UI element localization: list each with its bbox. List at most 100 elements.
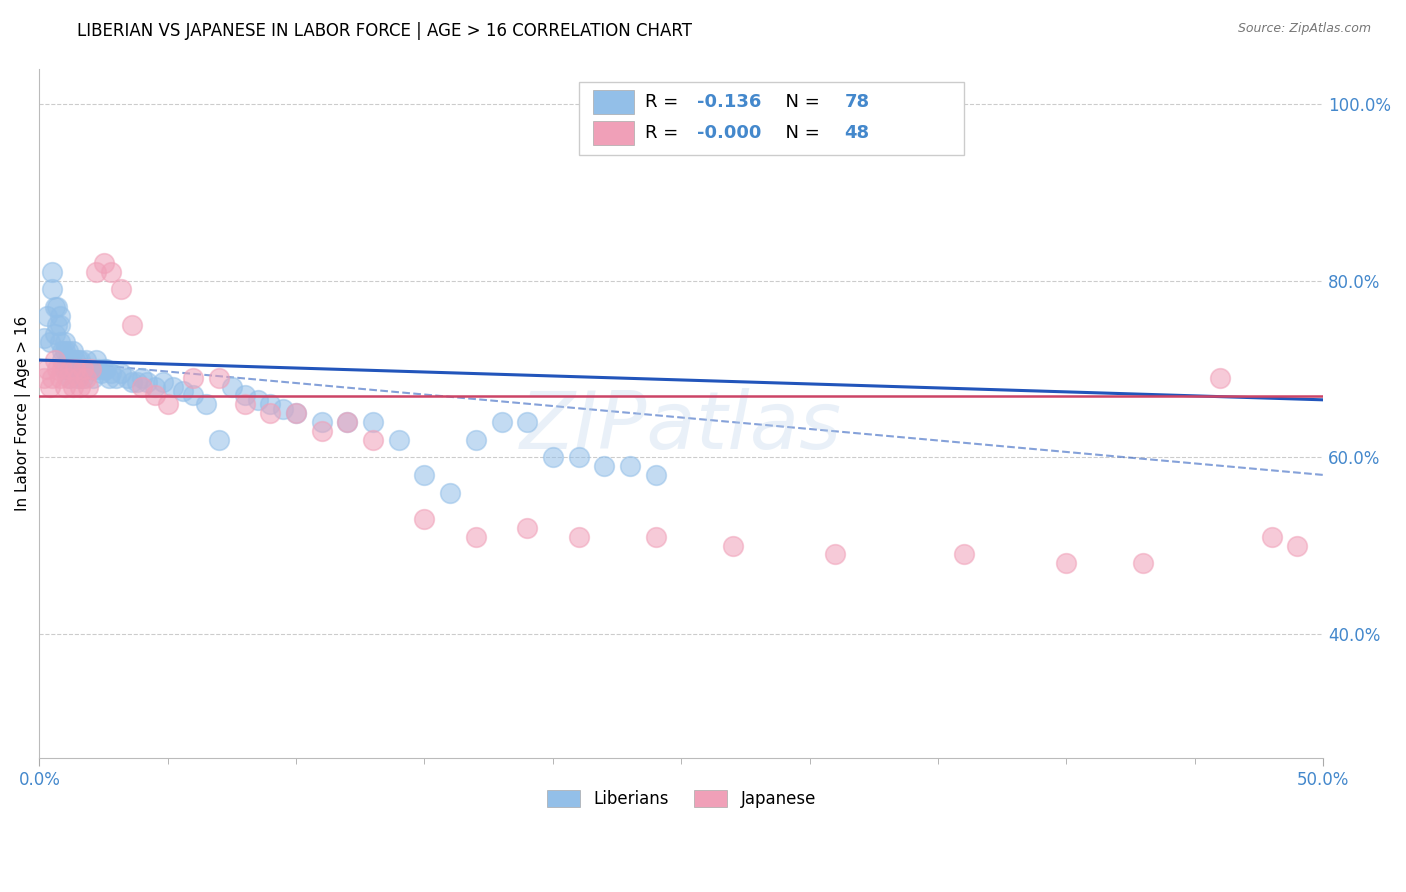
Point xyxy=(51,353,73,368)
Point xyxy=(87,362,110,376)
Point xyxy=(84,353,107,368)
Point xyxy=(136,375,159,389)
Point xyxy=(56,353,79,368)
Point xyxy=(413,512,436,526)
Point xyxy=(311,415,333,429)
Point xyxy=(59,353,82,368)
Point xyxy=(464,530,486,544)
Point xyxy=(1261,530,1284,544)
Point xyxy=(259,406,281,420)
Legend: Liberians, Japanese: Liberians, Japanese xyxy=(540,783,823,814)
Point xyxy=(162,379,184,393)
Point xyxy=(110,367,132,381)
Point xyxy=(66,370,89,384)
Point xyxy=(105,370,128,384)
Point xyxy=(72,362,94,376)
Point xyxy=(79,362,101,376)
Point xyxy=(35,362,58,376)
Point xyxy=(75,370,97,384)
Point xyxy=(285,406,308,420)
Text: 78: 78 xyxy=(844,93,869,111)
Point xyxy=(208,370,231,384)
Point xyxy=(65,362,87,376)
Point xyxy=(439,485,461,500)
Text: N =: N = xyxy=(773,93,825,111)
Point xyxy=(131,370,153,384)
Point xyxy=(172,384,194,398)
Point xyxy=(361,415,384,429)
Point xyxy=(51,344,73,359)
Point xyxy=(66,370,89,384)
Point xyxy=(361,433,384,447)
Point xyxy=(152,375,174,389)
Point xyxy=(62,379,84,393)
Point xyxy=(44,300,66,314)
Point xyxy=(77,379,100,393)
Point xyxy=(1286,539,1309,553)
Point xyxy=(51,362,73,376)
Point xyxy=(233,397,256,411)
Point xyxy=(72,362,94,376)
Point xyxy=(491,415,513,429)
Point xyxy=(46,362,69,376)
Point xyxy=(46,300,69,314)
Point xyxy=(183,370,205,384)
Text: N =: N = xyxy=(773,124,825,142)
Point xyxy=(56,370,79,384)
Point xyxy=(541,450,564,465)
FancyBboxPatch shape xyxy=(578,82,963,154)
Point xyxy=(41,370,63,384)
Point xyxy=(59,362,82,376)
Point xyxy=(246,392,269,407)
Point xyxy=(75,353,97,368)
Point xyxy=(516,415,538,429)
Point xyxy=(110,282,132,296)
Point xyxy=(93,362,115,376)
Point xyxy=(38,379,60,393)
Point xyxy=(53,379,76,393)
Point xyxy=(44,326,66,341)
Point xyxy=(41,282,63,296)
Point xyxy=(62,362,84,376)
Point xyxy=(38,335,60,350)
Point xyxy=(208,433,231,447)
Point xyxy=(567,450,589,465)
Point xyxy=(66,353,89,368)
FancyBboxPatch shape xyxy=(593,90,634,114)
Point xyxy=(388,433,411,447)
Text: -0.136: -0.136 xyxy=(696,93,761,111)
Point xyxy=(516,521,538,535)
Point xyxy=(183,388,205,402)
Point xyxy=(285,406,308,420)
Point xyxy=(336,415,359,429)
Text: -0.000: -0.000 xyxy=(696,124,761,142)
Point xyxy=(49,309,72,323)
Point xyxy=(59,370,82,384)
Point xyxy=(34,370,56,384)
Point xyxy=(35,309,58,323)
Point xyxy=(121,318,143,332)
Point xyxy=(84,265,107,279)
Point xyxy=(1054,556,1077,570)
Point xyxy=(259,397,281,411)
Point xyxy=(824,548,846,562)
Point xyxy=(97,370,120,384)
Point xyxy=(1209,370,1232,384)
Point xyxy=(721,539,744,553)
Point xyxy=(100,367,122,381)
Point xyxy=(44,353,66,368)
Y-axis label: In Labor Force | Age > 16: In Labor Force | Age > 16 xyxy=(15,316,31,511)
Point xyxy=(644,467,666,482)
Point xyxy=(75,362,97,376)
Point xyxy=(72,370,94,384)
Point xyxy=(156,397,179,411)
Point xyxy=(46,318,69,332)
Point xyxy=(79,362,101,376)
Point xyxy=(53,335,76,350)
Point xyxy=(567,530,589,544)
Point xyxy=(41,265,63,279)
Point xyxy=(143,388,166,402)
Point xyxy=(271,401,294,416)
Point xyxy=(59,362,82,376)
Point xyxy=(77,362,100,376)
